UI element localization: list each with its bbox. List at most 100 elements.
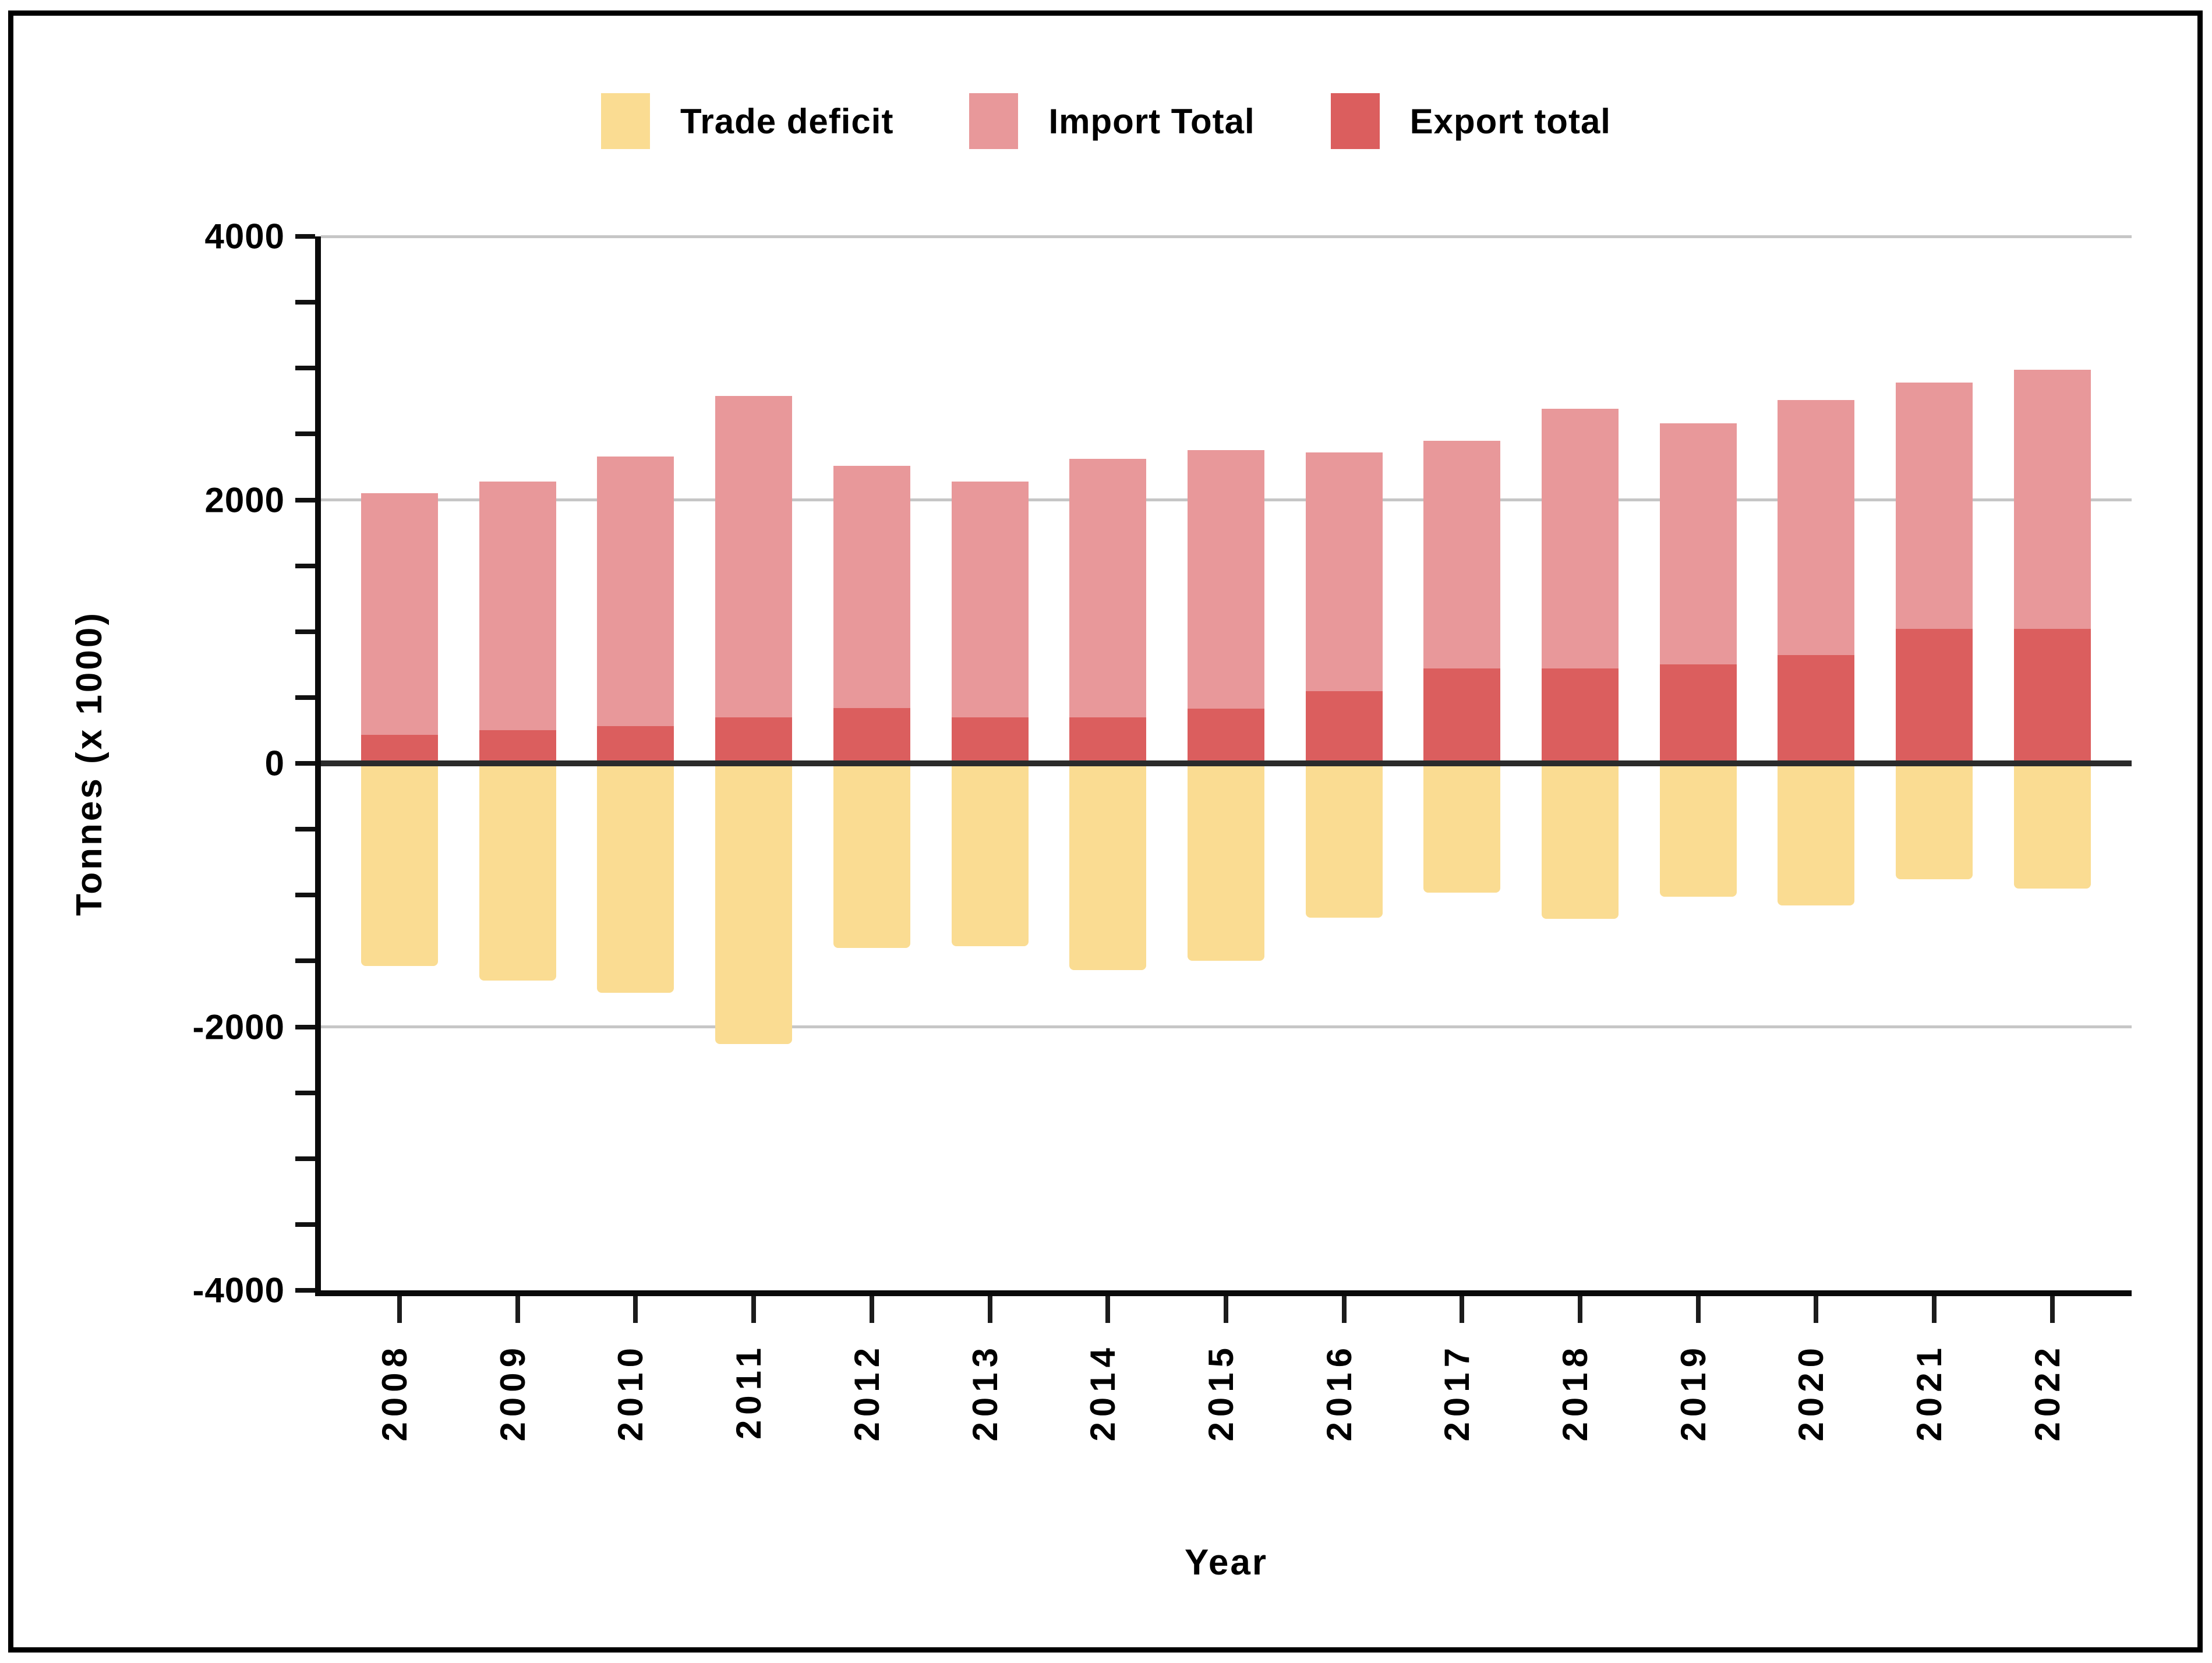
bar-import-2022 [2013,369,2091,629]
y-tick-0 [295,761,315,766]
x-tick-2011 [751,1296,757,1323]
x-tick-label-2016: 2016 [1319,1343,1359,1442]
x-tick-label-2010: 2010 [611,1343,651,1442]
bar-trade-deficit-2013 [951,763,1029,947]
legend-item-export-total: Export total [1330,93,1611,149]
y-tick--4000 [295,1288,315,1293]
bar-trade-deficit-2014 [1069,763,1147,971]
bar-import-2017 [1423,440,1501,669]
bar-import-2019 [1659,423,1737,665]
x-tick-2014 [1105,1296,1111,1323]
legend-label-export-total: Export total [1409,101,1611,141]
x-tick-2012 [869,1296,874,1323]
x-tick-2015 [1223,1296,1228,1323]
bar-export-2020 [1778,655,1855,763]
x-tick-label-2021: 2021 [1910,1343,1949,1442]
bar-import-2012 [833,465,910,708]
y-tick-3000 [295,366,315,371]
x-tick-label-2022: 2022 [2027,1343,2067,1442]
bar-export-2009 [479,730,556,763]
x-tick-2010 [633,1296,638,1323]
bar-import-2009 [479,481,556,731]
bar-export-2012 [833,707,910,763]
y-tick--3500 [295,1222,315,1227]
bar-export-2013 [951,717,1029,763]
y-tick-500 [295,695,315,700]
y-tick-2000 [295,497,315,503]
y-tick-1000 [295,629,315,634]
x-tick-label-2020: 2020 [1791,1343,1831,1442]
y-tick--3000 [295,1156,315,1161]
x-tick-2016 [1341,1296,1347,1323]
gridline--2000 [321,1025,2132,1028]
x-tick-label-2015: 2015 [1201,1343,1241,1442]
bar-trade-deficit-2011 [715,763,793,1044]
bar-import-2013 [951,481,1029,717]
x-tick-2021 [1932,1296,1937,1323]
bar-export-2010 [597,726,674,763]
y-axis-title: Tonnes (x 1000) [69,610,109,916]
x-tick-label-2013: 2013 [965,1343,1005,1442]
import-total-swatch-icon [969,93,1019,149]
x-tick-label-2009: 2009 [493,1343,532,1442]
y-tick--2000 [295,1024,315,1029]
bar-trade-deficit-2015 [1187,763,1264,961]
bar-export-2022 [2013,629,2091,763]
bar-trade-deficit-2021 [1896,763,1973,880]
y-tick--1000 [295,893,315,898]
y-tick--1500 [295,958,315,964]
legend-label-import-total: Import Total [1048,101,1255,141]
bar-import-2021 [1896,383,1973,629]
bar-trade-deficit-2009 [479,763,556,981]
y-tick--500 [295,827,315,832]
x-axis-spine [315,1290,2132,1296]
y-axis-title-wrap: Tonnes (x 1000) [69,446,110,1081]
x-tick-label-2019: 2019 [1673,1343,1713,1442]
bar-export-2016 [1305,691,1383,763]
x-tick-2009 [515,1296,520,1323]
bar-import-2016 [1305,452,1383,691]
bar-trade-deficit-2018 [1542,763,1619,919]
y-tick-4000 [295,234,315,239]
chart-legend: Trade deficit Import Total Export total [0,93,2212,149]
legend-label-trade-deficit: Trade deficit [680,101,894,141]
legend-item-import-total: Import Total [969,93,1255,149]
y-tick-2500 [295,431,315,437]
bar-export-2008 [361,735,438,763]
bar-trade-deficit-2012 [833,763,910,948]
x-tick-label-2008: 2008 [375,1343,414,1442]
trade-deficit-swatch-icon [601,93,651,149]
bar-import-2008 [361,493,438,735]
bar-trade-deficit-2022 [2013,763,2091,889]
plot-area: 4000 2000 0 -2000 -4000 2008 2009 2010 2011 2012 2… [193,217,2132,1441]
bar-export-2011 [715,717,793,763]
y-tick-label-4000: 4000 [204,217,285,256]
x-tick-label-2012: 2012 [847,1343,886,1442]
bar-import-2014 [1069,459,1147,717]
bar-trade-deficit-2008 [361,763,438,967]
export-total-swatch-icon [1330,93,1380,149]
bar-trade-deficit-2016 [1305,763,1383,918]
x-tick-2017 [1460,1296,1465,1323]
bar-export-2019 [1659,664,1737,763]
bar-trade-deficit-2019 [1659,763,1737,897]
bar-import-2018 [1542,409,1619,669]
bar-import-2010 [597,456,674,726]
y-tick-label--4000: -4000 [192,1271,285,1310]
bar-export-2014 [1069,717,1147,763]
bar-export-2018 [1542,668,1619,763]
x-tick-2022 [2050,1296,2055,1323]
x-tick-label-2011: 2011 [729,1343,769,1440]
x-tick-2019 [1695,1296,1701,1323]
x-tick-label-2017: 2017 [1437,1343,1477,1442]
gridline-4000 [321,235,2132,238]
bar-trade-deficit-2017 [1423,763,1501,893]
x-axis-title: Year [1184,1542,1268,1583]
y-tick-label--2000: -2000 [192,1007,285,1046]
bar-import-2015 [1187,450,1264,709]
y-tick-3500 [295,300,315,305]
bar-trade-deficit-2010 [597,763,674,993]
x-tick-2018 [1578,1296,1582,1323]
y-tick-label-0: 0 [264,744,285,783]
